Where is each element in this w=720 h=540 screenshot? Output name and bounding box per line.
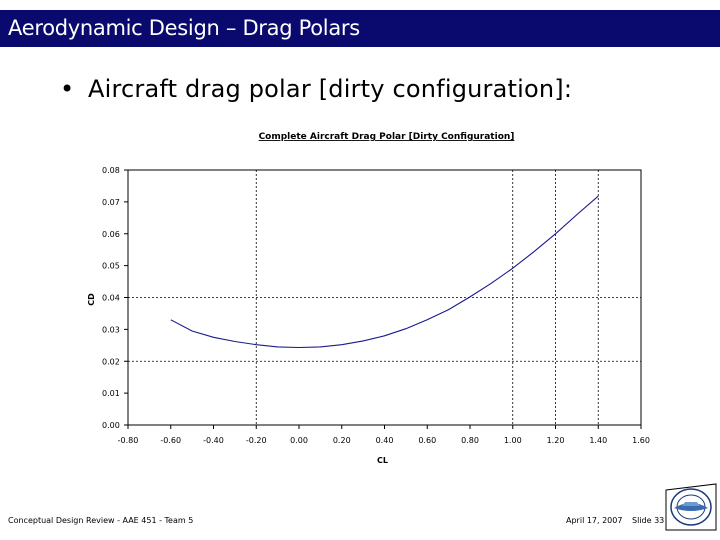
x-tick-label: 1.20: [547, 436, 565, 445]
x-tick-label: 1.00: [504, 436, 522, 445]
y-tick-label: 0.01: [102, 389, 120, 398]
team-logo-icon: [665, 483, 717, 531]
y-tick-label: 0.02: [102, 357, 120, 366]
x-tick-label: 0.40: [376, 436, 394, 445]
x-tick-label: -0.20: [246, 436, 267, 445]
x-tick-label: -0.80: [118, 436, 139, 445]
footer-date: April 17, 2007: [566, 516, 623, 525]
drag-polar-series-line: [170, 195, 599, 349]
y-tick-label: 0.04: [102, 294, 120, 303]
footer-slide-number: Slide 33: [632, 516, 665, 525]
y-tick-label: 0.00: [102, 421, 120, 430]
x-tick-label: 0.20: [333, 436, 351, 445]
bullet-icon: •: [60, 75, 75, 103]
chart-title: Complete Aircraft Drag Polar [Dirty Conf…: [259, 132, 515, 142]
x-tick-label: 0.60: [418, 436, 436, 445]
x-tick-label: 1.40: [589, 436, 607, 445]
y-tick-label: 0.07: [102, 198, 120, 207]
y-tick-label: 0.06: [102, 230, 120, 239]
x-tick-label: -0.60: [160, 436, 181, 445]
slide-title-bar: Aerodynamic Design – Drag Polars: [0, 10, 720, 47]
y-tick-label: 0.03: [102, 325, 120, 334]
slide-title: Aerodynamic Design – Drag Polars: [8, 16, 360, 40]
x-tick-label: 0.00: [290, 436, 308, 445]
y-axis-label: CD: [87, 293, 96, 306]
x-tick-label: 0.80: [461, 436, 479, 445]
y-tick-label: 0.05: [102, 262, 120, 271]
footer-course: Conceptual Design Review - AAE 451 - Tea…: [8, 516, 194, 525]
x-axis-label: CL: [377, 456, 388, 465]
bullet-text: Aircraft drag polar [dirty configuration…: [88, 75, 573, 103]
x-tick-label: 1.60: [632, 436, 650, 445]
x-tick-label: -0.40: [203, 436, 224, 445]
y-tick-label: 0.08: [102, 166, 120, 175]
